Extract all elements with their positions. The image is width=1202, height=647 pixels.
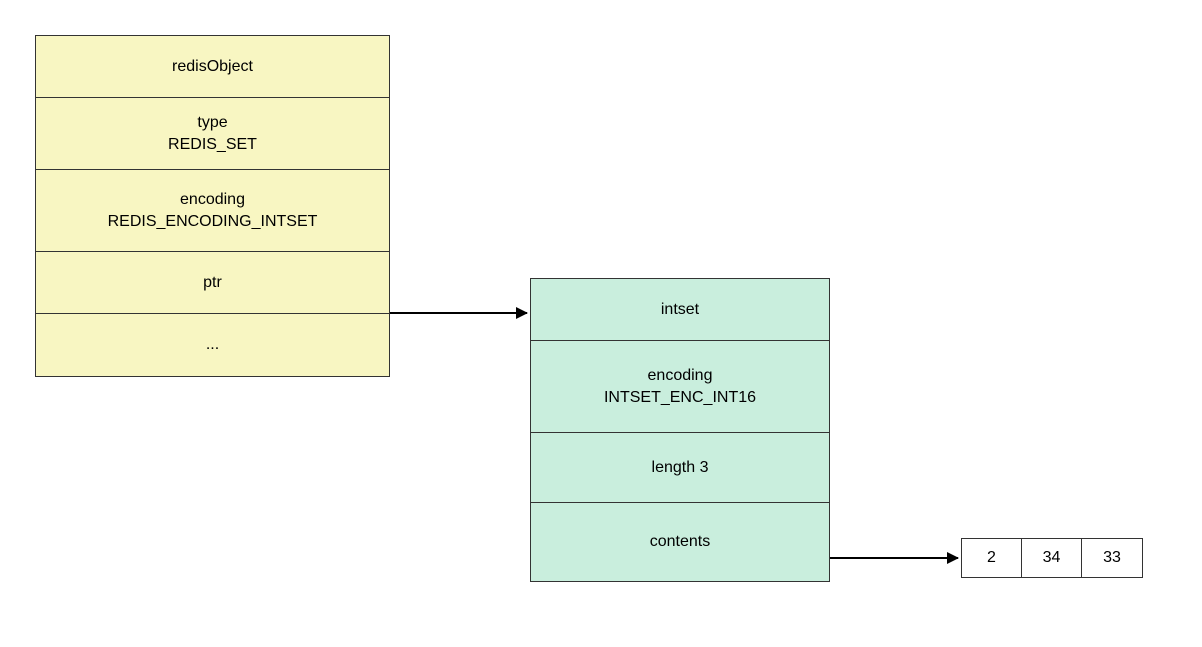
array-value-0: 2 <box>987 549 996 567</box>
array-cell-0: 2 <box>962 539 1022 577</box>
arrow-contents-to-array <box>830 557 958 559</box>
redis-object-encoding-value: REDIS_ENCODING_INTSET <box>108 211 318 233</box>
intset-encoding-label: encoding <box>648 365 713 387</box>
intset-contents-cell: contents <box>531 503 829 581</box>
redis-object-encoding-cell: encoding REDIS_ENCODING_INTSET <box>36 170 389 252</box>
arrow-ptr-to-intset <box>390 312 527 314</box>
redis-object-type-cell: type REDIS_SET <box>36 98 389 170</box>
redis-object-header-label: redisObject <box>172 56 253 78</box>
redis-object-type-value: REDIS_SET <box>168 134 257 156</box>
intset-encoding-cell: encoding INTSET_ENC_INT16 <box>531 341 829 433</box>
redis-object-header-cell: redisObject <box>36 36 389 98</box>
redis-object-type-label: type <box>197 112 227 134</box>
intset-length-label: length 3 <box>652 457 709 479</box>
redis-object-ptr-label: ptr <box>203 272 222 294</box>
redis-object-ptr-cell: ptr <box>36 252 389 314</box>
array-value-2: 33 <box>1103 549 1121 567</box>
intset-length-cell: length 3 <box>531 433 829 503</box>
intset-header-label: intset <box>661 299 699 321</box>
intset-header-cell: intset <box>531 279 829 341</box>
intset-struct: intset encoding INTSET_ENC_INT16 length … <box>530 278 830 582</box>
redis-object-encoding-label: encoding <box>180 189 245 211</box>
intset-encoding-value: INTSET_ENC_INT16 <box>604 387 756 409</box>
redis-object-ellipsis-label: ... <box>206 334 219 356</box>
array-cell-2: 33 <box>1082 539 1142 577</box>
intset-contents-label: contents <box>650 531 710 553</box>
redis-object-struct: redisObject type REDIS_SET encoding REDI… <box>35 35 390 377</box>
contents-array: 2 34 33 <box>961 538 1143 578</box>
array-value-1: 34 <box>1043 549 1061 567</box>
array-cell-1: 34 <box>1022 539 1082 577</box>
redis-object-ellipsis-cell: ... <box>36 314 389 376</box>
